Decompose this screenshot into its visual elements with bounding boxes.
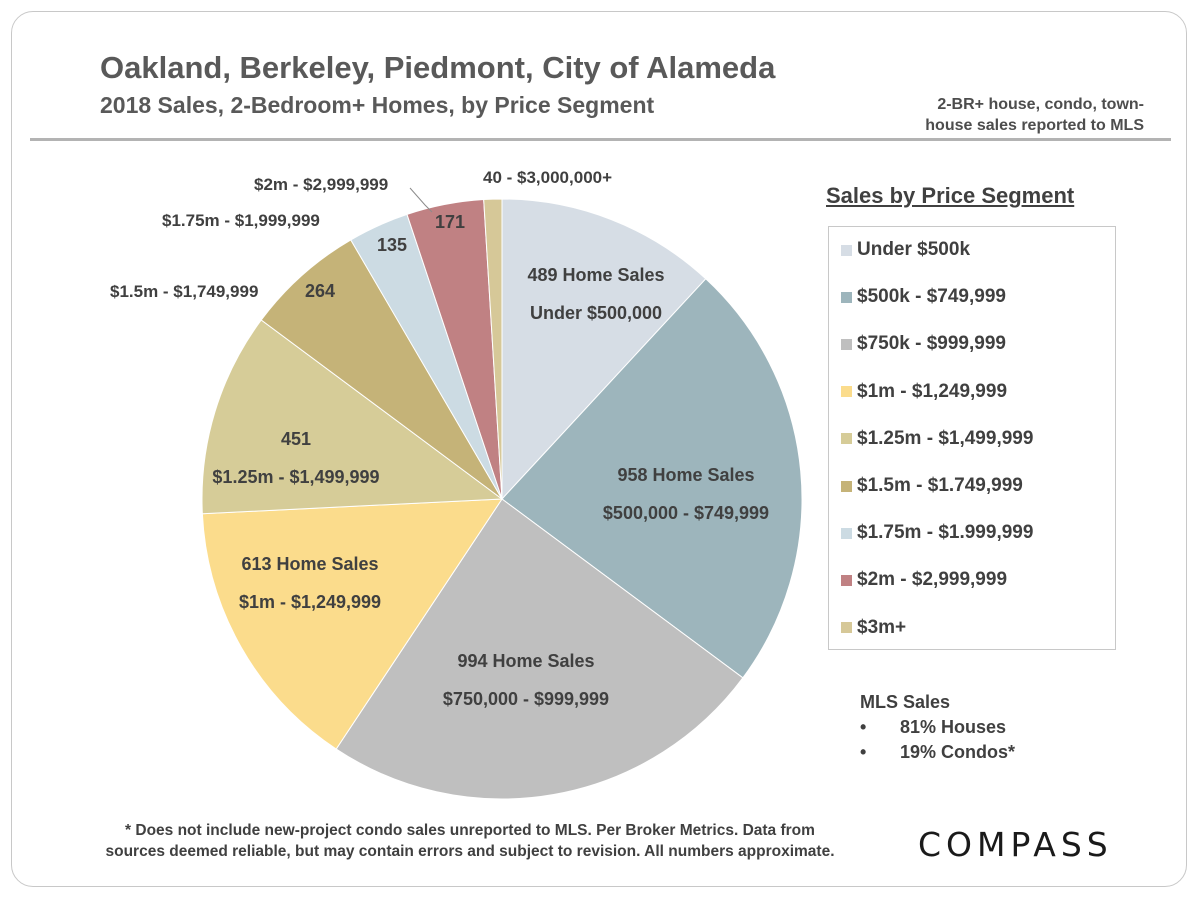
compass-logo: COMPASS [918, 822, 1113, 866]
legend-title: Sales by Price Segment [826, 183, 1075, 208]
legend-label: $1.5m - $1.749,999 [857, 475, 1023, 496]
slice-data-label: 264 [305, 281, 335, 301]
legend-label: Under $500k [857, 239, 971, 260]
legend-item: $1.25m - $1,499,999 [841, 426, 1033, 452]
legend-item: Under $500k [841, 237, 970, 263]
slice-data-label: 489 Home Sales [527, 265, 664, 285]
logo-text: COMPASS [918, 824, 1113, 864]
legend-label: $1.25m - $1,499,999 [857, 427, 1034, 449]
slice-data-label: 994 Home Sales [457, 651, 594, 671]
slice-outer-label: $2m - $2,999,999 [254, 175, 388, 194]
slice-data-label: $1m - $1,249,999 [239, 592, 381, 612]
bullet: • [860, 742, 867, 762]
mls-sales-summary: MLS Sales • 81% Houses • 19% Condos* [860, 690, 1015, 765]
legend-swatch [841, 244, 852, 256]
slice-outer-label: $1.5m - $1,749,999 [110, 282, 258, 301]
slice-data-label: 958 Home Sales [617, 465, 754, 485]
legend-swatch [841, 622, 852, 634]
mls-item-condos: • 19% Condos* [860, 740, 1015, 765]
legend-swatch [841, 480, 852, 492]
legend-swatch [841, 386, 852, 398]
mls-item-text: 81% Houses [900, 717, 1007, 737]
pie-slice [501, 198, 707, 501]
chart-subtitle: 2018 Sales, 2-Bedroom+ Homes, by Price S… [100, 92, 655, 118]
pie-slice [201, 498, 503, 750]
pie-slice [335, 498, 744, 800]
leader-line [409, 187, 433, 213]
legend-label: $3m+ [857, 616, 907, 638]
legend-swatch [841, 338, 852, 350]
legend-item: $1.5m - $1.749,999 [841, 473, 1023, 499]
note-line-2: house sales reported to MLS [925, 117, 1144, 134]
mls-title: MLS Sales [860, 692, 951, 712]
legend-item: $1m - $1,249,999 [841, 379, 1007, 405]
note-line-1: 2-BR+ house, condo, town- [937, 96, 1144, 113]
mls-item-houses: • 81% Houses [860, 715, 1015, 740]
header-divider [30, 138, 1171, 141]
slice-data-label: Under $500,000 [530, 303, 662, 323]
slice-data-label: $500,000 - $749,999 [603, 503, 769, 523]
legend-swatch [841, 291, 852, 303]
slice-outer-label: 40 - $3,000,000+ [483, 168, 612, 187]
legend-label: $1m - $1,249,999 [857, 380, 1008, 402]
footnote-line-1: * Does not include new-project condo sal… [125, 822, 815, 839]
slice-data-label: 613 Home Sales [241, 554, 378, 574]
slice-data-label: $750,000 - $999,999 [443, 689, 609, 709]
pie-slice [483, 198, 503, 500]
legend-item: $2m - $2,999,999 [841, 567, 1007, 593]
legend-item: $500k - $749,999 [841, 284, 1006, 310]
legend-item: $1.75m - $1.999,999 [841, 520, 1033, 546]
legend-label: $1.75m - $1.999,999 [857, 522, 1034, 544]
pie-slice [260, 239, 503, 500]
legend-item: $3m+ [841, 615, 906, 641]
legend-label: $750k - $999,999 [857, 333, 1006, 355]
legend-swatch [841, 527, 852, 539]
pie-slice [201, 319, 504, 515]
slice-data-label: 171 [435, 212, 465, 232]
footnote: * Does not include new-project condo sal… [50, 820, 890, 862]
slice-data-label: 451 [281, 429, 311, 449]
slice-outer-label: $1.75m - $1,999,999 [162, 211, 320, 230]
legend-label: $500k - $749,999 [857, 286, 1006, 308]
slice-data-label: $1.25m - $1,499,999 [212, 467, 379, 487]
slice-data-label: 135 [377, 235, 407, 255]
legend-swatch [841, 433, 852, 445]
data-scope-note: 2-BR+ house, condo, town- house sales re… [925, 94, 1144, 136]
legend: Under $500k $500k - $749,999 $750k - $999,… [828, 226, 1116, 650]
pie-slice [501, 278, 803, 679]
legend-item: $750k - $999,999 [841, 331, 1006, 357]
chart-title: Oakland, Berkeley, Piedmont, City of Ala… [100, 50, 776, 85]
bullet: • [860, 717, 867, 737]
footnote-line-2: sources deemed reliable, but may contain… [105, 843, 835, 860]
mls-item-text: 19% Condos* [900, 742, 1016, 762]
legend-swatch [841, 574, 852, 586]
legend-label: $2m - $2,999,999 [857, 569, 1008, 591]
